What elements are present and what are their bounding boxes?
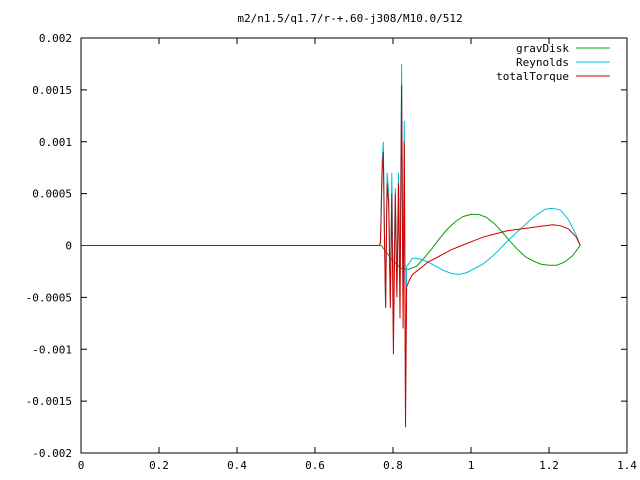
x-tick-label: 0.6 xyxy=(305,459,325,472)
x-tick-label: 0.2 xyxy=(149,459,169,472)
y-tick-label: -0.0015 xyxy=(26,395,72,408)
legend-label: Reynolds xyxy=(516,56,569,69)
legend-label: totalTorque xyxy=(496,70,569,83)
y-tick-label: -0.0005 xyxy=(26,291,72,304)
y-tick: -0.0015 xyxy=(26,395,627,408)
y-tick-label: 0.0005 xyxy=(32,188,72,201)
x-tick: 1.2 xyxy=(539,38,559,472)
legend-entry: Reynolds xyxy=(516,56,610,69)
y-tick-label: -0.001 xyxy=(32,343,72,356)
y-tick: 0.001 xyxy=(39,136,627,149)
x-tick: 0.8 xyxy=(383,38,403,472)
x-tick: 0.2 xyxy=(149,38,169,472)
y-tick: 0.0015 xyxy=(32,84,627,97)
x-tick-label: 0 xyxy=(78,459,85,472)
series-line-totalTorque xyxy=(81,84,581,428)
legend-entry: gravDisk xyxy=(516,42,610,55)
y-tick-label: 0.0015 xyxy=(32,84,72,97)
x-tick-label: 0.8 xyxy=(383,459,403,472)
y-tick-label: 0.001 xyxy=(39,136,72,149)
y-tick-label: 0.002 xyxy=(39,32,72,45)
x-tick-label: 1.4 xyxy=(617,459,637,472)
x-tick-label: 0.4 xyxy=(227,459,247,472)
x-axis-ticks: 0 0.2 0.4 0.6 0.8 1 1.2 1.4 xyxy=(78,38,637,472)
series-layer xyxy=(81,63,581,428)
x-tick: 0.4 xyxy=(227,38,247,472)
y-tick-label: 0 xyxy=(65,240,72,253)
x-tick-label: 1.2 xyxy=(539,459,559,472)
y-tick-label: -0.002 xyxy=(32,447,72,460)
y-tick: -0.001 xyxy=(32,343,627,356)
legend-label: gravDisk xyxy=(516,42,569,55)
x-tick: 0.6 xyxy=(305,38,325,472)
plot-frame xyxy=(80,37,628,454)
legend-entry: totalTorque xyxy=(496,70,610,83)
x-tick-label: 1 xyxy=(468,459,475,472)
y-tick: 0.0005 xyxy=(32,188,627,201)
series-line-Reynolds xyxy=(81,63,581,407)
y-axis-ticks: -0.002 -0.0015 -0.001 -0.0005 0 0.0005 0.001 0.… xyxy=(26,32,627,460)
series-line-gravDisk xyxy=(81,213,581,270)
y-tick: -0.0005 xyxy=(26,291,627,304)
chart-title: m2/n1.5/q1.7/r-+.60-j308/M10.0/512 xyxy=(237,12,462,25)
x-tick: 1 xyxy=(468,38,475,472)
